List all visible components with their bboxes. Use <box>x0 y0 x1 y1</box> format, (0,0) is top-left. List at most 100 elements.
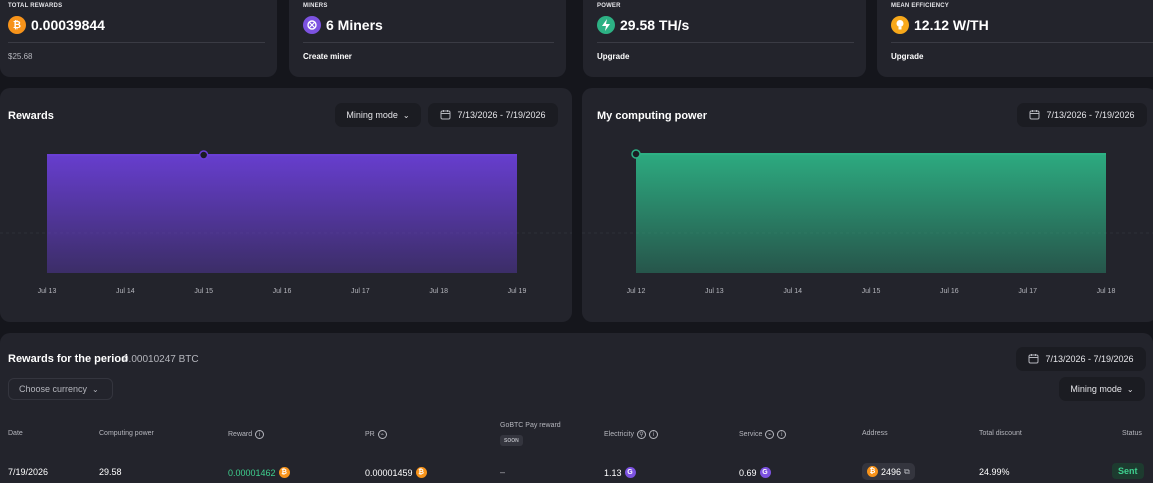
efficiency-label: MEAN EFFICIENCY <box>891 3 950 9</box>
period-title: Rewards for the period <box>8 353 128 365</box>
computing-power-chart: Jul 12 Jul 13 Jul 14 Jul 15 Jul 16 Jul 17 Jul … <box>582 149 1153 295</box>
bitcoin-icon: ₿ <box>8 16 26 34</box>
rewards-panel: Rewards Mining mode ⌄ 7/13/2026 - 7/19/2… <box>0 88 572 322</box>
upgrade-efficiency-link[interactable]: Upgrade <box>891 52 924 61</box>
cell-electricity: 1.13 G <box>604 467 636 478</box>
miner-icon <box>303 16 321 34</box>
period-mining-mode-dropdown[interactable]: Mining mode ⌄ <box>1059 377 1145 401</box>
x-tick-label: Jul 18 <box>429 288 448 295</box>
computing-power-title: My computing power <box>597 110 707 122</box>
header-date: Date <box>8 430 23 437</box>
series-area <box>47 155 517 273</box>
cell-address[interactable]: ₿ 2496 ⧉ <box>862 463 915 480</box>
cell-electricity-value: 1.13 <box>604 467 622 478</box>
miners-label: MINERS <box>303 3 328 9</box>
x-tick-label: Jul 17 <box>351 288 370 295</box>
x-tick-label: Jul 13 <box>38 288 57 295</box>
soon-badge-label: SOON <box>504 437 519 444</box>
header-electricity-label: Electricity <box>604 431 634 438</box>
data-point[interactable] <box>631 149 641 159</box>
x-tick-label: Jul 14 <box>116 288 135 295</box>
choose-currency-dropdown[interactable]: Choose currency ⌄ <box>8 378 113 400</box>
total-rewards-card: TOTAL REWARDS ₿ 0.00039844 $25.68 <box>0 0 277 77</box>
computing-power-panel: My computing power 7/13/2026 - 7/19/2026… <box>582 88 1153 322</box>
header-pr: PR ⌁ <box>365 430 387 439</box>
cell-pr-value: 0.00001459 <box>365 467 413 478</box>
header-service-label: Service <box>739 431 763 438</box>
x-tick-label: Jul 15 <box>194 288 213 295</box>
cell-gobtc: – <box>500 467 506 477</box>
header-status: Status <box>1122 430 1142 437</box>
x-tick-label: Jul 18 <box>1097 288 1116 295</box>
cell-reward-value: 0.00001462 <box>228 467 276 478</box>
total-rewards-label: TOTAL REWARDS <box>8 3 63 9</box>
bulb-icon <box>891 16 909 34</box>
chevron-down-icon: ⌄ <box>92 384 99 394</box>
soon-badge: SOON <box>500 435 523 446</box>
x-tick-label: Jul 14 <box>783 288 802 295</box>
mining-mode-dropdown[interactable]: Mining mode ⌄ <box>335 103 421 127</box>
x-tick-label: Jul 17 <box>1018 288 1037 295</box>
rewards-date-picker[interactable]: 7/13/2026 - 7/19/2026 <box>428 103 558 127</box>
chevron-down-icon: ⌄ <box>402 110 410 120</box>
divider <box>303 42 554 43</box>
efficiency-value: 12.12 W/TH <box>914 17 989 33</box>
efficiency-card: MEAN EFFICIENCY 12.12 W/TH Upgrade <box>877 0 1153 77</box>
divider <box>8 42 265 43</box>
header-pr-label: PR <box>365 431 375 438</box>
cell-service: 0.69 G <box>739 467 771 478</box>
cell-address-value: 2496 <box>881 466 902 477</box>
divider <box>597 42 854 43</box>
power-card: POWER 29.58 TH/s Upgrade <box>583 0 866 77</box>
cell-reward: 0.00001462 ₿ <box>228 467 290 478</box>
bitcoin-icon: ₿ <box>278 467 290 478</box>
header-address: Address <box>862 430 888 437</box>
info-icon[interactable]: i <box>777 430 787 439</box>
currency-placeholder: Choose currency <box>19 384 88 394</box>
data-point[interactable] <box>198 150 209 160</box>
period-date-picker[interactable]: 7/13/2026 - 7/19/2026 <box>1016 347 1146 371</box>
rewards-period-section: Rewards for the period 0.00010247 BTC 7/… <box>0 333 1153 483</box>
info-icon[interactable]: i <box>255 430 265 439</box>
period-mining-mode-label: Mining mode <box>1070 384 1122 394</box>
rewards-chart: Jul 13 Jul 14 Jul 15 Jul 16 Jul 17 Jul 18 Jul … <box>0 150 572 295</box>
miners-card: MINERS 6 Miners Create miner <box>289 0 566 77</box>
divider <box>891 42 1153 43</box>
calendar-icon <box>1028 353 1039 366</box>
header-discount: Total discount <box>979 430 1022 437</box>
header-reward: Reward i <box>228 430 265 439</box>
period-amount: 0.00010247 BTC <box>123 354 199 365</box>
cell-date: 7/19/2026 <box>8 467 49 477</box>
copy-icon[interactable]: ⧉ <box>904 466 910 476</box>
upgrade-power-link[interactable]: Upgrade <box>597 52 630 61</box>
mining-mode-label: Mining mode <box>346 110 398 120</box>
x-tick-label: Jul 19 <box>508 288 527 295</box>
x-tick-label: Jul 16 <box>273 288 292 295</box>
header-electricity: Electricity ⚲ i <box>604 430 658 439</box>
x-tick-label: Jul 13 <box>705 288 724 295</box>
bitcoin-icon: ₿ <box>867 466 878 477</box>
period-date-range: 7/13/2026 - 7/19/2026 <box>1045 354 1134 364</box>
calendar-icon <box>440 109 451 122</box>
header-gobtc: GoBTC Pay reward <box>500 422 561 429</box>
gobtc-coin-icon: G <box>624 467 636 478</box>
header-service: Service ⌁ i <box>739 430 787 439</box>
x-tick-label: Jul 16 <box>940 288 959 295</box>
shield-icon[interactable]: ⚲ <box>636 430 646 439</box>
rewards-date-range: 7/13/2026 - 7/19/2026 <box>457 110 546 120</box>
miners-value: 6 Miners <box>326 17 383 33</box>
info-icon[interactable]: i <box>648 430 658 439</box>
tag-icon[interactable]: ⌁ <box>765 430 775 439</box>
link-icon[interactable]: ⌁ <box>377 430 387 439</box>
cell-discount: 24.99% <box>979 467 1010 477</box>
rewards-title: Rewards <box>8 110 54 122</box>
bitcoin-icon: ₿ <box>415 467 427 478</box>
header-computing-power: Computing power <box>99 430 154 437</box>
power-label: POWER <box>597 3 621 9</box>
x-tick-label: Jul 12 <box>627 288 646 295</box>
power-date-picker[interactable]: 7/13/2026 - 7/19/2026 <box>1017 103 1147 127</box>
power-date-range: 7/13/2026 - 7/19/2026 <box>1046 110 1135 120</box>
create-miner-link[interactable]: Create miner <box>303 52 352 61</box>
total-rewards-value: 0.00039844 <box>31 17 105 33</box>
total-rewards-usd: $25.68 <box>8 52 33 61</box>
